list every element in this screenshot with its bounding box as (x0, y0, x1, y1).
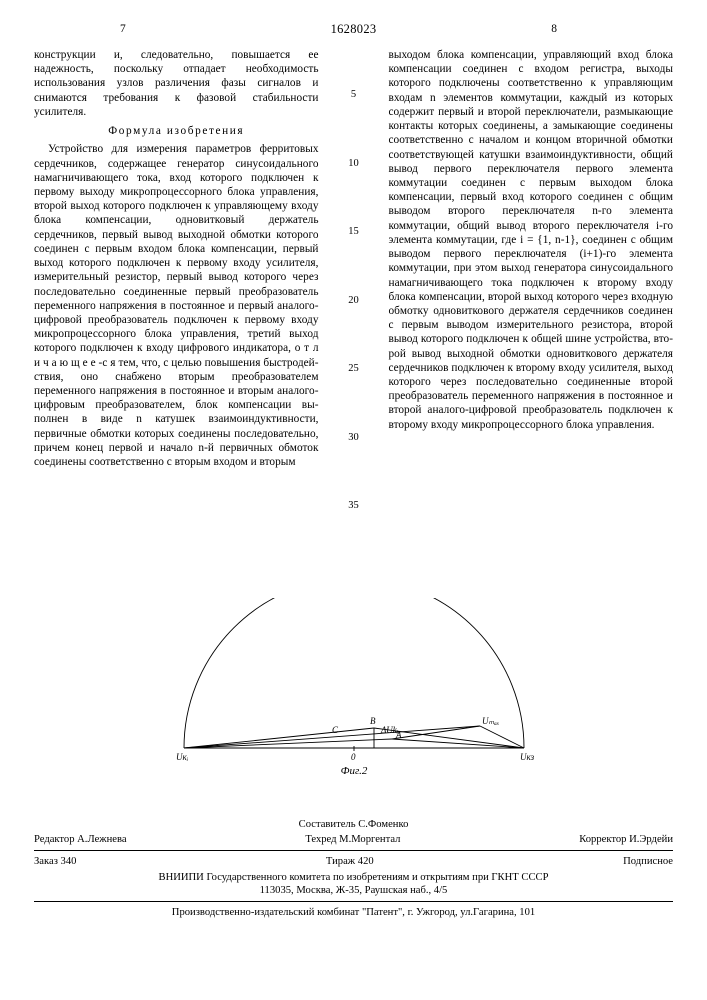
para-claim-right: выходом блока компенсации, управляющий в… (389, 48, 674, 432)
signed: Подписное (623, 855, 673, 868)
figure-caption: Фиг.2 (340, 765, 367, 777)
label-ukz: Uкз (520, 752, 535, 762)
label-b: B (370, 716, 376, 726)
para-preamble: конструкции и, следовательно, повышается… (34, 48, 319, 119)
order-row: Заказ 340 Тираж 420 Подписное (34, 855, 673, 868)
text-columns: конструкции и, следовательно, повышается… (34, 48, 673, 570)
header-row: 7 1628023 8 (34, 22, 673, 38)
label-umax: Uₘₐₓ (482, 716, 500, 726)
compiler-name: С.Фоменко (358, 819, 408, 830)
line-mark: 30 (347, 433, 361, 444)
line-mark: 20 (347, 296, 361, 307)
column-number-right: 8 (551, 22, 557, 36)
label-a: A (395, 730, 402, 740)
para-claim-left: Устройство для измерения параметров ферр… (34, 142, 319, 469)
line-mark: 25 (347, 364, 361, 375)
left-column: конструкции и, следовательно, повышается… (34, 48, 319, 570)
order: Заказ 340 (34, 855, 76, 868)
line-number-gutter: 5 10 15 20 25 30 35 (347, 48, 361, 570)
techred: Техред М.Моргентал (305, 833, 400, 846)
formula-title: Формула изобретения (34, 124, 319, 138)
tirage: Тираж 420 (326, 855, 374, 868)
line-mark: 15 (347, 227, 361, 238)
line-mark: 5 (347, 90, 361, 101)
figure-svg: Uкᵢ 0 Uкз C B ΔUkᵢ A Uₘₐₓ Фиг.2 (134, 598, 574, 788)
label-origin: 0 (351, 752, 356, 762)
page: 7 1628023 8 конструкции и, следовательно… (0, 0, 707, 938)
compiler-line: Составитель С.Фоменко (34, 818, 673, 831)
separator (34, 850, 673, 851)
figure-2: Uкᵢ 0 Uкз C B ΔUkᵢ A Uₘₐₓ Фиг.2 (34, 598, 673, 798)
arc (184, 598, 524, 748)
corrector: Корректор И.Эрдейи (579, 833, 673, 846)
org-line: ВНИИПИ Государственного комитета по изоб… (34, 871, 673, 884)
line-mark: 10 (347, 159, 361, 170)
separator (34, 901, 673, 902)
printer-line: Производственно-издательский комбинат "П… (34, 906, 673, 919)
credits-row: Редактор А.Лежнева Техред М.Моргентал Ко… (34, 833, 673, 846)
colophon: Составитель С.Фоменко Редактор А.Лежнева… (34, 818, 673, 920)
compiler-label: Составитель (299, 819, 356, 830)
addr-line: 113035, Москва, Ж-35, Раушская наб., 4/5 (34, 884, 673, 897)
column-number-left: 7 (120, 22, 126, 36)
editor: Редактор А.Лежнева (34, 833, 127, 846)
label-uki: Uкᵢ (176, 752, 189, 762)
line-mark: 35 (347, 501, 361, 512)
label-c: C (332, 725, 339, 735)
right-column: выходом блока компенсации, управляющий в… (389, 48, 674, 570)
patent-number: 1628023 (331, 22, 377, 38)
